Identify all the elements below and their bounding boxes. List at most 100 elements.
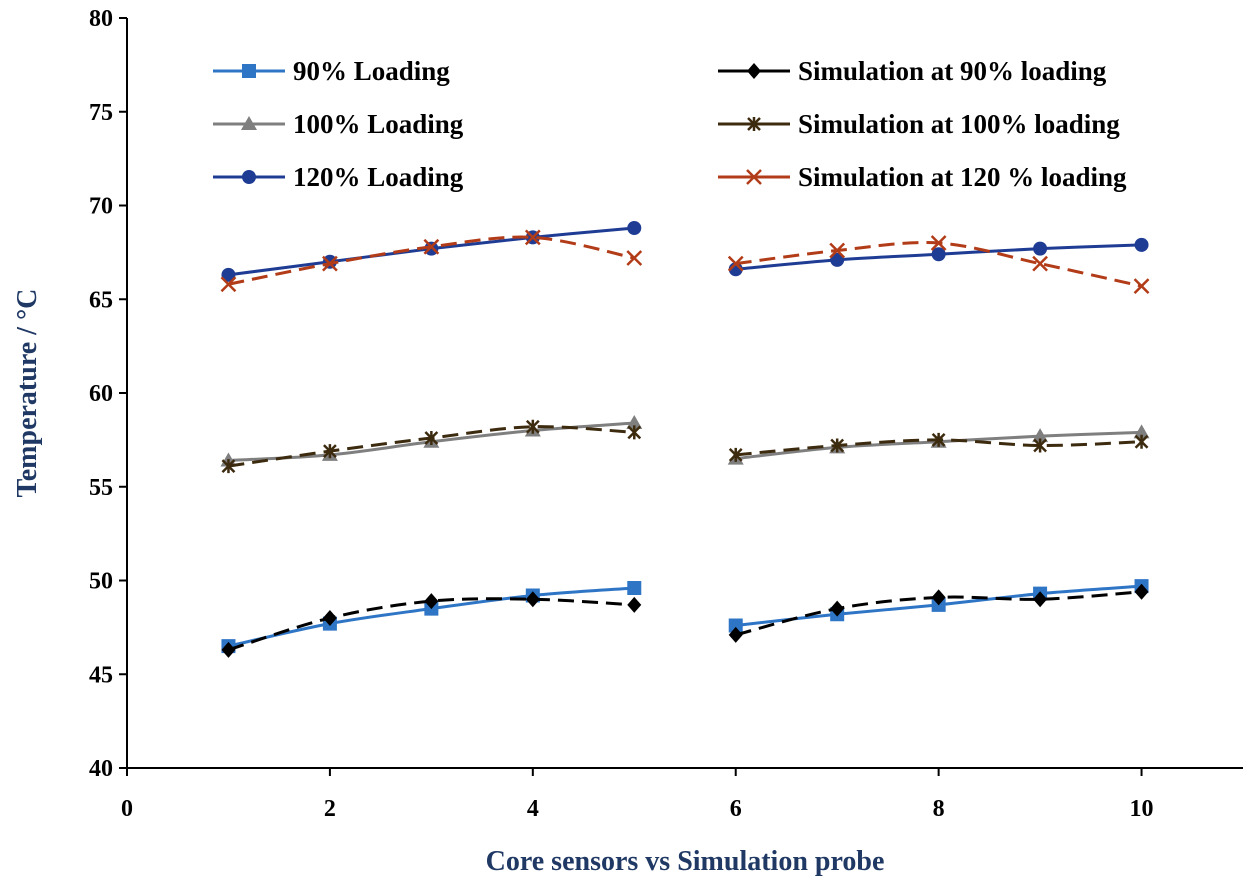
x-marker: [727, 255, 744, 272]
legend-label: Simulation at 100% loading: [798, 109, 1120, 139]
star-marker: [221, 459, 236, 474]
legend-entry-simulation-at-120-loading: Simulation at 120 % loading: [718, 162, 1127, 192]
x-tick-label: 10: [1130, 796, 1154, 822]
star-marker: [931, 432, 946, 447]
series-100-loading: [220, 415, 1150, 467]
diamond-marker: [747, 63, 761, 79]
x-marker: [829, 242, 846, 259]
series-120-loading: [221, 221, 1149, 282]
y-axis-title: Temperature / °C: [12, 289, 43, 498]
y-tick-label: 80: [89, 6, 113, 32]
x-marker-stroke: [1032, 255, 1048, 272]
star-marker: [525, 419, 540, 434]
square-marker: [728, 618, 743, 633]
x-marker-stroke: [829, 242, 846, 259]
circle-marker: [242, 170, 256, 184]
star-marker: [747, 117, 761, 131]
x-marker-stroke: [524, 229, 541, 246]
x-marker-stroke: [1133, 278, 1150, 295]
legend: 90% Loading 100% Loading 120% Loading Simul…: [213, 56, 1127, 192]
star-marker: [323, 444, 337, 459]
x-axis-ticks: 0 2 4 6 8 10: [121, 768, 1154, 822]
x-marker-stroke: [727, 255, 744, 272]
x-tick-label: 8: [933, 796, 945, 822]
diamond-marker: [525, 591, 540, 608]
x-marker: [524, 229, 541, 246]
legend-label: Simulation at 120 % loading: [798, 162, 1127, 192]
x-marker-stroke: [626, 250, 643, 266]
diamond-marker: [322, 610, 337, 626]
x-marker: [1133, 278, 1150, 295]
legend-entry-simulation-at-100-loading: Simulation at 100% loading: [718, 109, 1120, 139]
diamond-marker: [830, 600, 845, 617]
star-marker: [1033, 438, 1047, 453]
legend-entry-120-loading: 120% Loading: [213, 162, 464, 192]
diamond-marker: [627, 596, 642, 613]
star-marker: [1134, 434, 1149, 449]
series-line: [228, 597, 635, 652]
y-tick-label: 55: [89, 475, 113, 501]
y-tick-label: 50: [89, 569, 113, 595]
series-simulation-at-120-loading: [220, 229, 1150, 295]
triangle-marker: [626, 415, 643, 429]
legend-entry-100-loading: 100% Loading: [213, 109, 464, 139]
x-tick-label: 0: [121, 796, 133, 822]
diamond-marker: [728, 626, 743, 643]
circle-marker: [1134, 237, 1149, 252]
square-marker: [242, 64, 256, 78]
series-simulation-at-90-loading: [221, 583, 1149, 658]
diamond-marker: [931, 589, 946, 606]
legend-entry-90-loading: 90% Loading: [213, 56, 450, 86]
diamond-marker: [1033, 591, 1048, 608]
x-marker: [220, 276, 237, 293]
legend-label: 90% Loading: [293, 56, 450, 86]
legend-label: Simulation at 90% loading: [798, 56, 1107, 86]
x-tick-label: 4: [527, 796, 539, 822]
star-marker: [424, 431, 439, 445]
triangle-marker: [241, 116, 257, 130]
x-axis-title: Core sensors vs Simulation probe: [486, 846, 885, 877]
y-axis-ticks: 40 45 50 55 60 65 70 75 80: [89, 6, 127, 782]
circle-marker: [1033, 241, 1048, 256]
star-marker: [728, 447, 743, 462]
x-marker: [746, 169, 762, 185]
x-marker: [423, 238, 440, 255]
diamond-marker: [424, 593, 439, 610]
x-marker: [930, 235, 947, 251]
x-marker-stroke: [220, 276, 237, 293]
x-marker-stroke: [930, 235, 947, 251]
series-simulation-at-100-loading: [221, 419, 1149, 474]
x-marker-stroke: [423, 238, 440, 255]
x-tick-label: 2: [324, 796, 336, 822]
triangle-marker: [1133, 424, 1150, 439]
series-layer: [220, 221, 1150, 658]
y-tick-label: 60: [89, 381, 113, 407]
triangle-marker: [1032, 428, 1049, 443]
y-tick-label: 65: [89, 287, 113, 313]
circle-marker: [931, 247, 946, 262]
x-marker: [626, 250, 643, 266]
star-marker: [830, 438, 845, 453]
x-tick-label: 6: [730, 796, 742, 822]
x-marker-stroke: [322, 255, 338, 272]
legend-entry-simulation-at-90-loading: Simulation at 90% loading: [718, 56, 1107, 86]
square-marker: [627, 581, 642, 595]
circle-marker: [221, 267, 236, 282]
star-marker: [627, 425, 642, 440]
y-tick-label: 75: [89, 100, 113, 126]
x-marker: [1032, 255, 1048, 272]
diamond-marker: [1134, 583, 1149, 600]
x-marker-stroke: [746, 169, 762, 185]
y-tick-label: 40: [89, 756, 113, 782]
circle-marker: [424, 241, 439, 256]
series-90-loading: [221, 579, 1149, 654]
circle-marker: [830, 252, 845, 267]
y-tick-label: 70: [89, 194, 113, 220]
legend-label: 100% Loading: [293, 109, 464, 139]
x-marker: [322, 255, 338, 272]
diamond-marker: [221, 641, 236, 658]
legend-label: 120% Loading: [293, 162, 464, 192]
y-tick-label: 45: [89, 662, 113, 688]
circle-marker: [627, 221, 642, 235]
